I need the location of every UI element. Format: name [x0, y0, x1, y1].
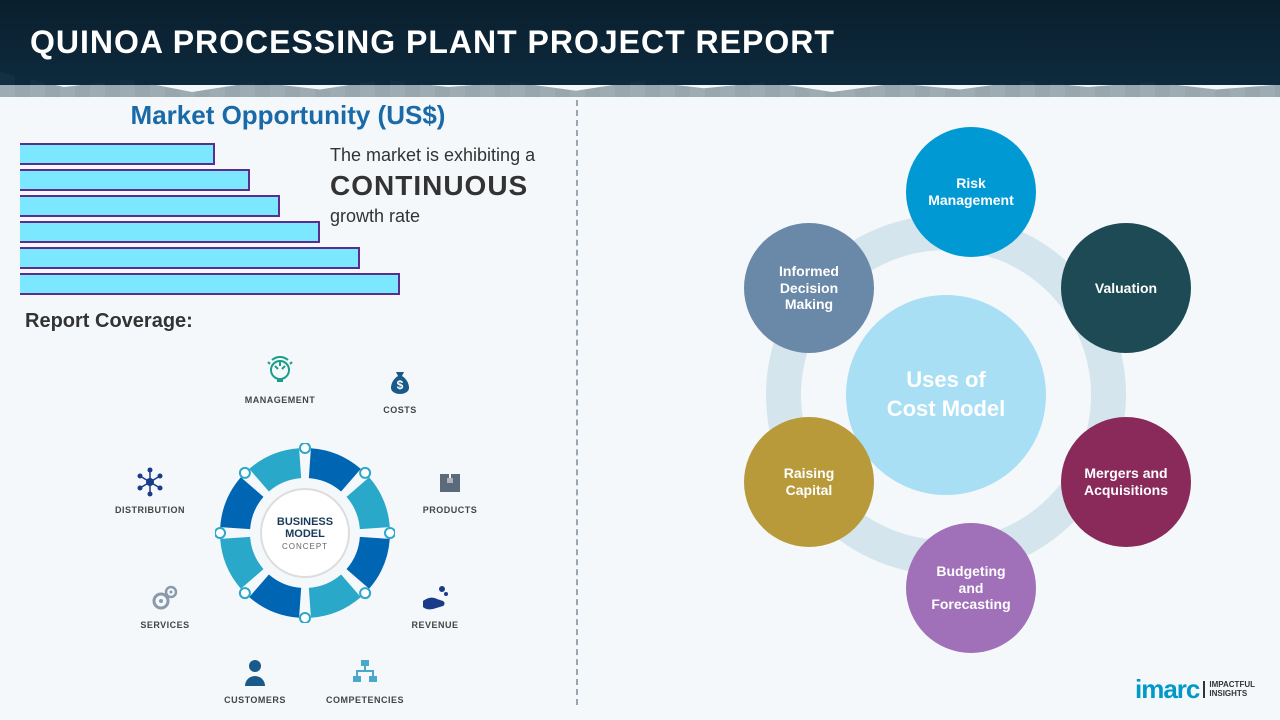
growth-emphasis: CONTINUOUS [330, 170, 580, 202]
svg-text:$: $ [397, 378, 404, 392]
coverage-item-label: REVENUE [390, 620, 480, 630]
business-model-diagram: BUSINESS MODEL CONCEPT MANAGEMENT $ COSTS P… [25, 333, 551, 713]
moneybag-icon: $ [381, 363, 419, 401]
org-icon [346, 653, 384, 691]
coverage-item-distribution: DISTRIBUTION [105, 463, 195, 515]
bm-center-l3: CONCEPT [282, 542, 328, 551]
growth-line2: growth rate [330, 206, 580, 227]
coverage-item-label: COMPETENCIES [320, 695, 410, 705]
coverage-item-label: SERVICES [120, 620, 210, 630]
bar [20, 221, 320, 243]
coverage-item-label: DISTRIBUTION [105, 505, 195, 515]
brand-tagline: IMPACTFULINSIGHTS [1203, 681, 1255, 699]
cost-model-diagram: Uses ofCost Model RiskManagementValuatio… [616, 105, 1216, 705]
brand-name: imarc [1135, 674, 1199, 705]
growth-statement: The market is exhibiting a CONTINUOUS gr… [330, 145, 580, 227]
coverage-heading: Report Coverage: [25, 310, 551, 333]
left-column: Market Opportunity (US$) The market is e… [0, 85, 576, 720]
growth-line1: The market is exhibiting a [330, 145, 580, 166]
coverage-item-label: COSTS [355, 405, 445, 415]
bar [20, 143, 215, 165]
coverage-item-costs: $ COSTS [355, 363, 445, 415]
lightbulb-icon [261, 353, 299, 391]
header-banner: QUINOA PROCESSING PLANT PROJECT REPORT [0, 0, 1280, 85]
cost-model-node: RiskManagement [906, 127, 1036, 257]
bar [20, 195, 280, 217]
coverage-item-label: CUSTOMERS [210, 695, 300, 705]
cost-model-node: Mergers andAcquisitions [1061, 417, 1191, 547]
coverage-item-label: MANAGEMENT [235, 395, 325, 405]
brand-logo: imarc IMPACTFULINSIGHTS [1135, 674, 1255, 705]
box-icon [431, 463, 469, 501]
coverage-item-management: MANAGEMENT [235, 353, 325, 405]
bar [20, 247, 360, 269]
coverage-item-label: PRODUCTS [405, 505, 495, 515]
cost-model-node: BudgetingandForecasting [906, 523, 1036, 653]
cost-model-center: Uses ofCost Model [846, 295, 1046, 495]
coverage-item-products: PRODUCTS [405, 463, 495, 515]
business-model-center: BUSINESS MODEL CONCEPT [260, 488, 350, 578]
cost-model-node: RaisingCapital [744, 417, 874, 547]
bar [20, 169, 250, 191]
business-model-ring: BUSINESS MODEL CONCEPT [215, 443, 395, 623]
network-icon [131, 463, 169, 501]
bm-center-l2: MODEL [285, 528, 325, 540]
coverage-item-revenue: REVENUE [390, 578, 480, 630]
person-icon [236, 653, 274, 691]
right-column: Uses ofCost Model RiskManagementValuatio… [576, 85, 1280, 720]
gears-icon [146, 578, 184, 616]
chart-title: Market Opportunity (US$) [25, 100, 551, 131]
coverage-item-customers: CUSTOMERS [210, 653, 300, 705]
coverage-item-services: SERVICES [120, 578, 210, 630]
cost-model-node: InformedDecisionMaking [744, 223, 874, 353]
main-content: Market Opportunity (US$) The market is e… [0, 85, 1280, 720]
bar [20, 273, 400, 295]
hand-icon [416, 578, 454, 616]
cost-model-node: Valuation [1061, 223, 1191, 353]
bm-center-l1: BUSINESS [277, 516, 333, 528]
page-title: QUINOA PROCESSING PLANT PROJECT REPORT [30, 24, 835, 61]
coverage-item-competencies: COMPETENCIES [320, 653, 410, 705]
